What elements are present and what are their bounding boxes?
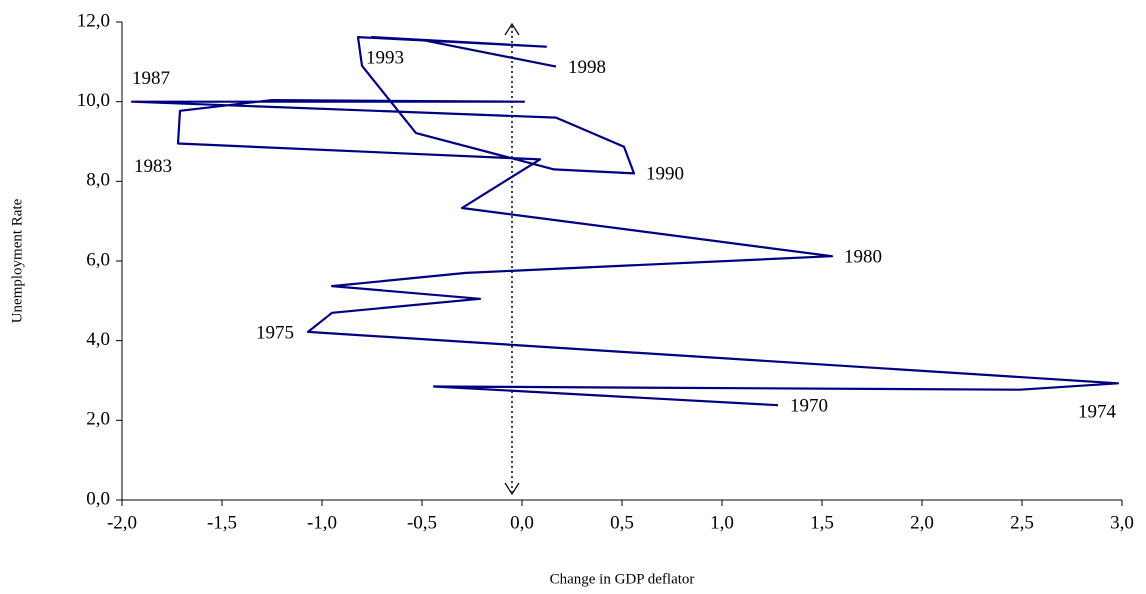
x-axis-title: Change in GDP deflator: [550, 571, 695, 587]
x-tick-label: -2,0: [107, 512, 137, 533]
x-tick-label: -1,0: [307, 512, 337, 533]
point-label: 1987: [132, 68, 170, 89]
point-label: 1974: [1078, 402, 1117, 423]
x-tick-label: 3,0: [1110, 512, 1134, 533]
y-tick-label: 2,0: [86, 409, 110, 430]
y-tick-label: 0,0: [86, 488, 110, 509]
y-tick-label: 10,0: [77, 90, 110, 111]
point-label: 1983: [134, 156, 172, 177]
data-line: [130, 35, 1120, 407]
point-label: 1970: [790, 396, 828, 417]
x-tick-label: -1,5: [207, 512, 237, 533]
y-tick-label: 6,0: [86, 249, 110, 270]
y-tick-label: 8,0: [86, 170, 110, 191]
point-label: 1980: [844, 247, 882, 268]
point-label: 1990: [646, 164, 684, 185]
x-tick-label: 1,5: [810, 512, 834, 533]
x-tick-label: 0,5: [610, 512, 634, 533]
dotted-arrow: [504, 22, 520, 496]
y-axis-title: Unemployment Rate: [9, 198, 25, 323]
point-label: 1993: [366, 47, 404, 68]
point-label: 1975: [256, 322, 294, 343]
x-tick-label: 0,0: [510, 512, 534, 533]
x-tick-label: 2,5: [1010, 512, 1034, 533]
point-label: 1998: [568, 57, 606, 78]
x-tick-label: 2,0: [910, 512, 934, 533]
y-tick-label: 12,0: [77, 10, 110, 31]
x-tick-label: -0,5: [407, 512, 437, 533]
y-tick-label: 4,0: [86, 329, 110, 350]
x-tick-label: 1,0: [710, 512, 734, 533]
